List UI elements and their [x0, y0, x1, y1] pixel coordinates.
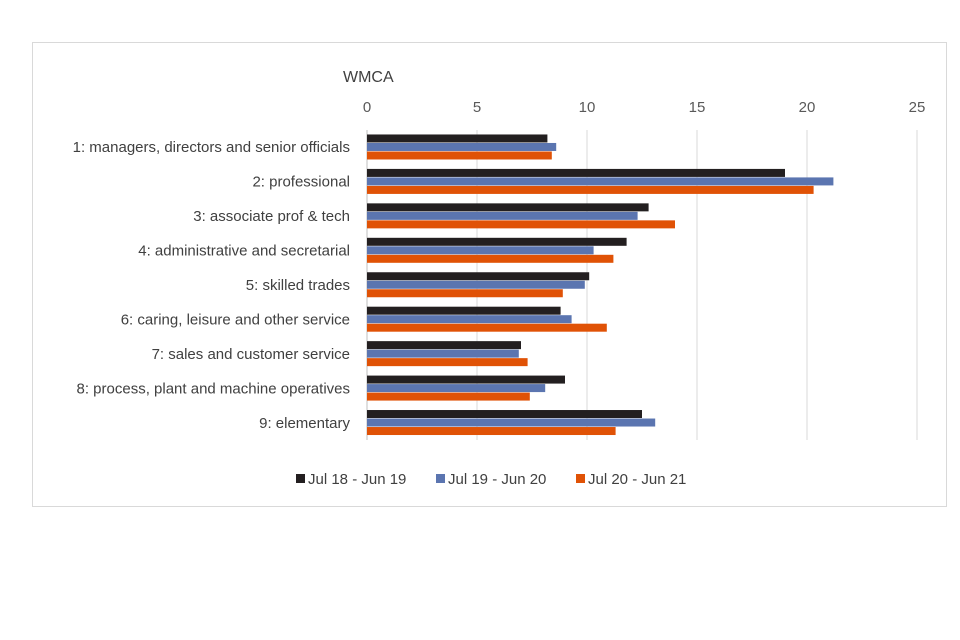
bar-2	[367, 177, 834, 186]
category-label: 5: skilled trades	[246, 277, 350, 294]
legend-label: Jul 18 - Jun 19	[308, 471, 406, 488]
x-tick-label: 25	[909, 99, 926, 116]
bar-1	[367, 272, 590, 281]
bar-2	[367, 142, 557, 151]
legend-swatch	[296, 474, 305, 483]
bar-3	[367, 151, 552, 160]
x-tick-label: 20	[799, 99, 816, 116]
bar-1	[367, 306, 561, 315]
x-tick-labels: 0 5 10 15 20 25	[363, 99, 926, 116]
chart-title: WMCA	[343, 69, 394, 86]
bar-1	[367, 341, 521, 350]
bar-3	[367, 289, 563, 298]
x-tick-label: 5	[473, 99, 481, 116]
legend: Jul 18 - Jun 19 Jul 19 - Jun 20 Jul 20 - J…	[296, 471, 686, 488]
bar-2	[367, 246, 594, 255]
bar-2	[367, 315, 572, 324]
category-label: 4: administrative and secretarial	[138, 243, 350, 260]
bar-2	[367, 349, 519, 358]
bar-3	[367, 358, 528, 367]
legend-label: Jul 19 - Jun 20	[448, 471, 546, 488]
legend-label: Jul 20 - Jun 21	[588, 471, 686, 488]
category-label: 8: process, plant and machine operatives	[77, 380, 351, 397]
bar-3	[367, 427, 616, 436]
legend-swatch	[436, 474, 445, 483]
bar-3	[367, 392, 530, 401]
category-label: 7: sales and customer service	[152, 346, 350, 363]
bar-1	[367, 237, 627, 246]
bar-1	[367, 168, 785, 177]
bar-2	[367, 211, 638, 220]
bar-3	[367, 254, 614, 263]
category-label: 6: caring, leisure and other service	[121, 311, 350, 328]
bar-2	[367, 280, 585, 289]
bar-1	[367, 375, 565, 384]
category-label: 1: managers, directors and senior offici…	[73, 139, 350, 156]
x-tick-label: 10	[579, 99, 596, 116]
category-label: 9: elementary	[259, 415, 350, 432]
bar-1	[367, 134, 548, 143]
bar-1	[367, 410, 642, 419]
bar-3	[367, 323, 607, 332]
legend-item: Jul 20 - Jun 21	[576, 471, 686, 488]
category-labels: 1: managers, directors and senior offici…	[73, 139, 351, 432]
bar-3	[367, 220, 675, 229]
legend-item: Jul 18 - Jun 19	[296, 471, 406, 488]
bar-2	[367, 384, 546, 393]
bar-1	[367, 203, 649, 212]
bar-2	[367, 418, 656, 427]
bars	[367, 134, 834, 436]
bar-3	[367, 185, 814, 194]
legend-item: Jul 19 - Jun 20	[436, 471, 546, 488]
legend-swatch	[576, 474, 585, 483]
x-tick-label: 15	[689, 99, 706, 116]
category-label: 2: professional	[252, 174, 350, 191]
category-label: 3: associate prof & tech	[193, 208, 350, 225]
x-tick-label: 0	[363, 99, 371, 116]
